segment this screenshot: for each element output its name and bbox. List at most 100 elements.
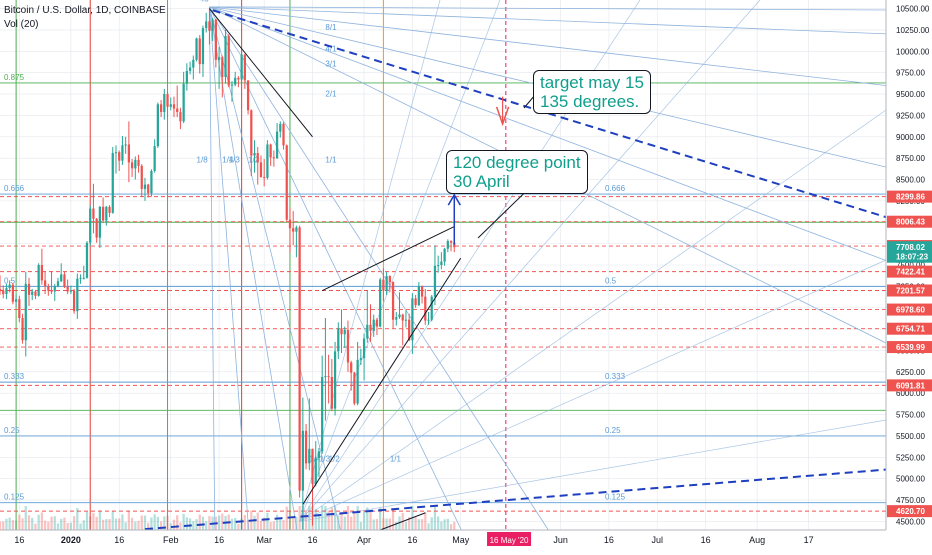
candle-body [375,319,379,327]
volume-bar [37,514,40,530]
candle-body [453,242,456,248]
price-tick-label: 10500.00 [896,5,930,14]
candle-body [121,145,124,161]
candle-body [14,299,18,302]
volume-bar [308,506,311,530]
candle-body [230,84,234,86]
gann-fan-label: 45° [200,0,212,4]
candle-body [337,328,340,352]
candle-body [353,372,356,404]
gann-fan-ray [209,6,561,549]
candle-body [288,219,292,229]
volume-bar [356,506,359,530]
volume-label: Vol (20) [4,19,39,30]
price-badge-label: 18:07:23 [896,253,929,262]
volume-bar [163,516,166,530]
gann-fan-ray-low [299,0,441,522]
gann-fan-ray-low [299,109,887,522]
gann-fan-label: 8/1 [325,23,337,32]
blue-dashed-support [144,464,932,531]
candle-body [182,83,185,122]
volume-bar [47,521,50,530]
price-badge-label: 7708.02 [896,243,925,252]
volume-bar [92,512,95,530]
volume-bar [198,514,201,530]
candle-body [340,328,343,335]
candle-body [63,274,66,287]
volume-bar [137,520,140,530]
fib-level-label-left: 0.25 [4,426,20,435]
candle-body [240,54,243,80]
volume-bar [449,524,453,530]
volume-bar [31,517,34,530]
point-callout-line-1: 120 degree point [453,153,581,172]
candle-body [411,298,414,341]
candle-body [69,290,73,292]
time-tick-label: Aug [749,535,765,545]
candle-body [105,206,108,221]
candle-body [0,288,2,291]
volume-bar [362,510,366,530]
price-tick-label: 5500.00 [896,432,925,441]
price-tick-label: 9250.00 [896,111,925,120]
volume-bar [108,519,111,530]
volume-bar [195,519,198,530]
price-tick-label: 4750.00 [896,496,925,505]
candle-body [395,317,398,320]
volume-bar [205,521,208,530]
candle-body [166,94,169,107]
gann-fan-label: 1/1 [325,155,337,164]
volume-layer [0,506,456,530]
candle-body [66,286,69,292]
volume-bar [50,516,53,530]
candle-body [343,329,346,335]
candle-body [350,362,353,373]
fib-level-label-right: 0.125 [605,493,626,502]
candle-body [301,430,304,491]
candle-body [192,59,195,68]
volume-bar [275,514,279,530]
price-badge [887,303,932,316]
lower-trend-line [379,512,426,531]
candle-body [159,104,163,112]
volume-bar [85,511,89,530]
volume-bar [159,521,163,530]
date-badge-label: 16 May '20 [490,536,529,545]
price-tick-label: 9500.00 [896,90,925,99]
volume-bar [69,522,73,530]
candle-body [237,77,240,80]
candle-body [60,274,63,282]
candle-body [321,376,324,452]
candle-body [5,288,8,295]
candle-body [224,35,227,77]
price-badge-label: 6539.99 [896,343,925,352]
gann-fan-label: 4/1 [325,44,337,53]
candle-body [259,162,263,177]
volume-bar [279,517,282,530]
candle-body [385,276,388,291]
chart-legend: Bitcoin / U.S. Dollar, 1D, COINBASE Vol … [4,4,166,32]
candle-body [359,358,362,360]
time-tick-label: Mar [256,535,272,545]
volume-bar [0,521,2,530]
point-callout-line-2: 30 April [453,172,510,191]
fib-level-label-right: 0.333 [605,372,626,381]
volume-bar [446,518,449,530]
candle-body [430,296,433,320]
volume-bar [56,523,60,530]
volume-bar [114,518,118,530]
candle-body [89,208,92,243]
candle-body [272,157,275,159]
candle-body [372,319,375,331]
volume-bar [182,513,185,530]
volume-bar [18,514,21,530]
candle-body [124,144,127,146]
gann-fan-ray-low [299,0,761,522]
price-badge [887,322,932,335]
candle-body [391,282,395,320]
price-badge [887,341,932,354]
candle-body [140,165,143,189]
